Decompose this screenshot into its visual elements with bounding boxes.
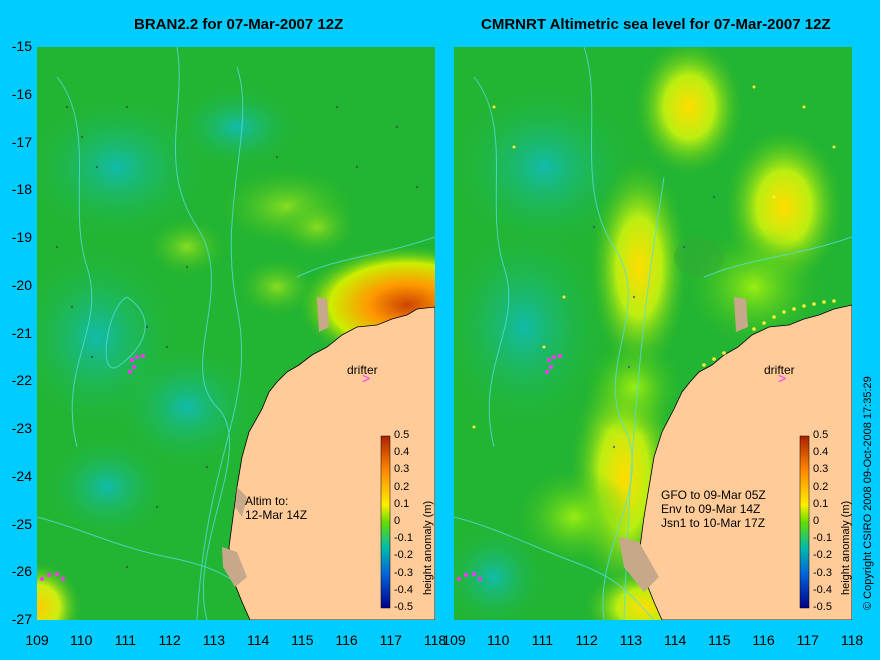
colorbar-tick-label: 0.1: [813, 497, 829, 510]
colorbar-left: [380, 435, 391, 609]
left-map-panel[interactable]: > drifter Altim to: 12-Mar 14Z 0.5 0.4 0.3…: [37, 47, 435, 620]
x-tick-label: 109: [25, 632, 49, 648]
drifter-track: [457, 354, 562, 581]
colorbar-tick-label: 0.1: [394, 497, 410, 510]
left-map-title: BRAN2.2 for 07-Mar-2007 12Z: [134, 16, 344, 33]
x-tick-label: 112: [575, 632, 598, 648]
x-tick-label: 114: [663, 632, 687, 648]
colorbar-tick-label: -0.4: [813, 583, 832, 596]
colorbar-tick-label: -0.3: [813, 566, 832, 579]
y-tick-label: -17: [11, 133, 32, 150]
colorbar-tick-label: 0.3: [394, 463, 410, 476]
drifter-label: drifter: [764, 363, 795, 377]
colorbar-tick-label: 0.5: [813, 429, 829, 441]
x-tick-label: 114: [246, 632, 270, 648]
colorbar-tick-label: 0.4: [394, 446, 410, 459]
colorbar-tick-label: 0: [813, 515, 820, 527]
colorbar-tick-label: -0.4: [394, 583, 413, 596]
colorbar-label-right: height anomaly (m): [840, 500, 852, 595]
drifter-label: drifter: [347, 363, 378, 377]
y-tick-label: -24: [11, 467, 32, 484]
y-tick-label: -23: [11, 420, 32, 436]
drifter-arrow: >: [362, 370, 370, 386]
right-map-panel[interactable]: > drifter GFO to 09-Mar 05Z Env to 09-Ma…: [454, 47, 852, 620]
altimetry-note: Altim to: 12-Mar 14Z: [245, 494, 308, 522]
drifter-track: [40, 354, 145, 581]
x-tick-label: 113: [202, 632, 226, 648]
x-tick-label: 111: [531, 632, 554, 648]
right-map-title: CMRNRT Altimetric sea level for 07-Mar-2…: [481, 16, 831, 33]
colorbar-label-left: height anomaly (m): [422, 500, 434, 595]
colorbar-tick-label: -0.5: [394, 601, 413, 613]
x-tick-label: 115: [291, 632, 314, 648]
x-tick-label: 117: [379, 632, 402, 648]
y-tick-label: -16: [11, 85, 32, 102]
x-tick-label: 112: [158, 632, 181, 648]
y-tick-label: -27: [11, 611, 32, 627]
y-tick-label: -19: [11, 229, 32, 245]
warm-anomaly-north: [634, 47, 744, 177]
x-tick-label: 113: [619, 632, 643, 648]
x-tick-label: 116: [335, 632, 358, 648]
x-tick-label: 117: [796, 632, 819, 648]
x-tick-label: 116: [752, 632, 775, 648]
altimetry-note: GFO to 09-Mar 05Z Env to 09-Mar 14Z Jsn1…: [661, 488, 766, 530]
x-tick-label: 111: [114, 632, 137, 648]
colorbar-tick-label: -0.2: [394, 549, 413, 562]
y-tick-label: -26: [11, 563, 32, 580]
x-tick-label: 109: [442, 632, 466, 648]
colorbar-right: [799, 435, 810, 609]
y-tick-label: -21: [11, 324, 32, 341]
colorbar-tick-label: -0.3: [394, 566, 413, 579]
colorbar-tick-label: -0.1: [394, 532, 413, 545]
colorbar-tick-label: 0.2: [394, 480, 410, 493]
x-tick-label: 118: [423, 632, 447, 648]
colorbar-tick-label: 0.4: [813, 446, 829, 459]
left-map-canvas: >: [37, 47, 435, 620]
y-tick-label: -20: [11, 276, 32, 293]
y-tick-label: -22: [11, 372, 32, 389]
colorbar-tick-label: 0: [394, 515, 401, 527]
colorbar-tick-label: -0.2: [813, 549, 832, 562]
x-tick-label: 118: [840, 632, 864, 648]
copyright-text: © Copyright CSIRO 2008 09-Oct-2008 17:35…: [862, 376, 874, 610]
colorbar-tick-label: 0.3: [813, 463, 829, 476]
colorbar-tick-label: 0.2: [813, 480, 829, 493]
right-map-canvas: >: [454, 47, 852, 620]
drifter-arrow: >: [778, 370, 786, 386]
x-tick-label: 115: [708, 632, 731, 648]
x-tick-label: 110: [487, 632, 510, 648]
y-tick-label: -15: [11, 38, 32, 54]
colorbar-tick-label: -0.5: [813, 601, 832, 613]
y-tick-label: -25: [11, 515, 32, 532]
colorbar-tick-label: 0.5: [394, 429, 410, 441]
y-tick-label: -18: [11, 181, 32, 198]
colorbar-tick-label: -0.1: [813, 532, 832, 545]
x-tick-label: 110: [70, 632, 93, 648]
